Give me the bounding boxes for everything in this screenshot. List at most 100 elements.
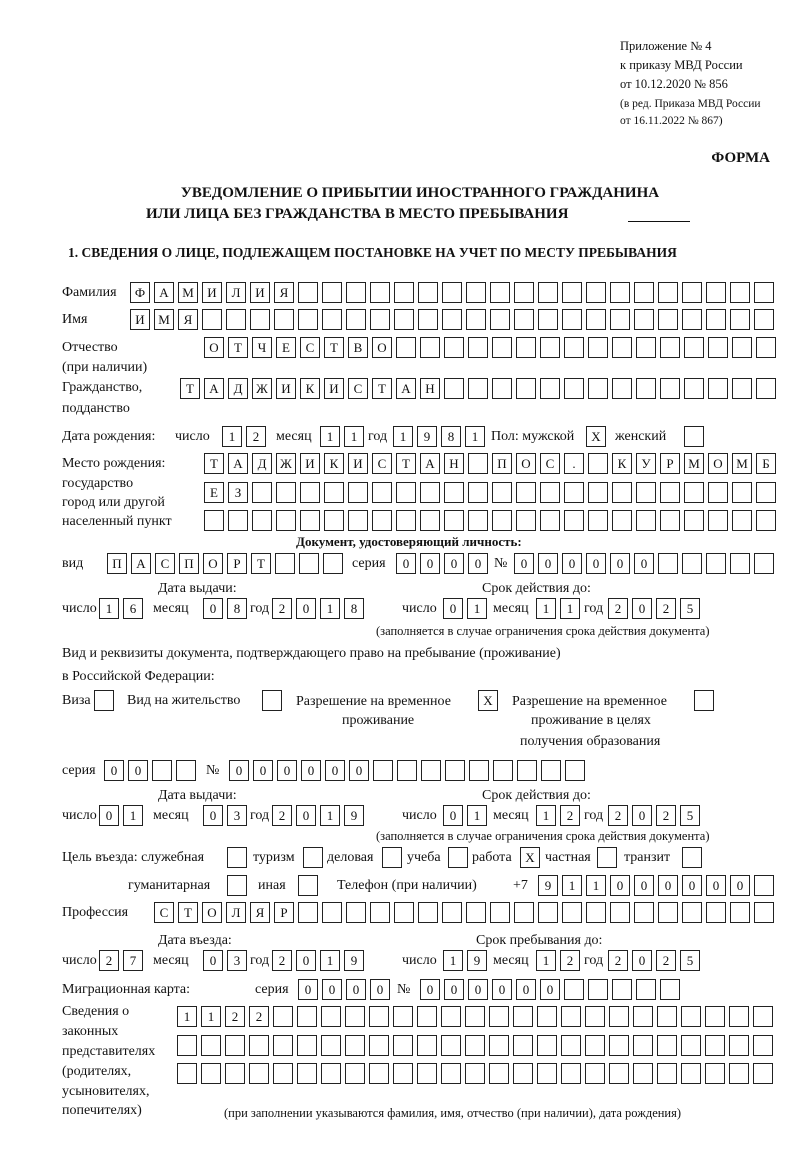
char-cell: 2 xyxy=(560,805,580,826)
purpose-official-checkbox xyxy=(227,847,247,868)
char-cell xyxy=(705,1035,725,1056)
char-cell xyxy=(397,760,417,781)
char-cell xyxy=(633,1063,653,1084)
char-cell: 0 xyxy=(443,598,463,619)
patronymic-label: Отчество xyxy=(62,340,118,355)
char-cell xyxy=(299,553,319,574)
char-cell: 1 xyxy=(536,950,556,971)
char-cell: 0 xyxy=(420,979,440,1000)
char-cell xyxy=(588,378,608,399)
char-cell xyxy=(537,1063,557,1084)
char-cell xyxy=(612,378,632,399)
res-series-label: серия xyxy=(62,763,96,778)
char-cell xyxy=(754,282,774,303)
char-cell: 0 xyxy=(301,760,321,781)
char-cell xyxy=(225,1035,245,1056)
char-cell xyxy=(729,1035,749,1056)
char-cell xyxy=(708,510,728,531)
char-cell: 0 xyxy=(706,875,726,896)
char-cell xyxy=(684,337,704,358)
char-cell xyxy=(252,510,272,531)
char-cell: 1 xyxy=(320,950,340,971)
char-cell: Я xyxy=(274,282,294,303)
char-cell: Ж xyxy=(252,378,272,399)
char-cell xyxy=(369,1006,389,1027)
char-cell: 0 xyxy=(444,553,464,574)
char-cell xyxy=(322,902,342,923)
char-cell: 1 xyxy=(99,598,119,619)
char-cell: Т xyxy=(251,553,271,574)
char-cell xyxy=(564,510,584,531)
char-cell: 1 xyxy=(467,805,487,826)
char-cell: О xyxy=(202,902,222,923)
char-cell xyxy=(321,1035,341,1056)
char-cell: 0 xyxy=(99,805,119,826)
char-cell xyxy=(612,979,632,1000)
char-cell: 2 xyxy=(656,950,676,971)
char-cell xyxy=(490,282,510,303)
char-cell: 1 xyxy=(443,950,463,971)
char-cell: О xyxy=(372,337,392,358)
char-cell xyxy=(634,902,654,923)
birth-date-label: Дата рождения: xyxy=(62,429,156,444)
char-cell: Ч xyxy=(252,337,272,358)
char-cell xyxy=(706,902,726,923)
char-cell: 9 xyxy=(417,426,437,447)
char-cell: Я xyxy=(178,309,198,330)
char-cell: 7 xyxy=(123,950,143,971)
char-cell xyxy=(250,309,270,330)
entry-day-label: число xyxy=(62,953,97,968)
mig-number-label: № xyxy=(397,982,411,997)
char-cell: И xyxy=(348,453,368,474)
res-issue-day-label: число xyxy=(62,808,97,823)
char-cell xyxy=(682,282,702,303)
purpose-work-checkbox: X xyxy=(520,847,540,868)
char-cell xyxy=(588,510,608,531)
char-cell xyxy=(588,337,608,358)
char-cell: 0 xyxy=(730,875,750,896)
char-cell: Я xyxy=(250,902,270,923)
res-valid-year-label: год xyxy=(584,808,604,823)
id-valid-year-label: год xyxy=(584,601,604,616)
patronymic-note: (при наличии) xyxy=(62,360,148,375)
char-cell xyxy=(394,282,414,303)
char-cell xyxy=(321,1006,341,1027)
char-cell: А xyxy=(420,453,440,474)
char-cell xyxy=(610,309,630,330)
char-cell: 0 xyxy=(203,598,223,619)
char-cell xyxy=(660,337,680,358)
char-cell: 1 xyxy=(586,875,606,896)
char-cell: 1 xyxy=(344,426,364,447)
char-cell: З xyxy=(228,482,248,503)
char-cell xyxy=(493,760,513,781)
char-cell: 1 xyxy=(393,426,413,447)
char-cell xyxy=(561,1063,581,1084)
char-cell xyxy=(227,847,247,868)
char-cell: 2 xyxy=(246,426,266,447)
birth-place-label: Место рождения: xyxy=(62,456,166,471)
char-cell xyxy=(732,510,752,531)
char-cell: Т xyxy=(372,378,392,399)
char-cell xyxy=(706,553,726,574)
char-cell: 8 xyxy=(227,598,247,619)
char-cell xyxy=(444,378,464,399)
char-cell: С xyxy=(154,902,174,923)
amendment-line-2: от 16.11.2022 № 867) xyxy=(620,115,723,127)
char-cell xyxy=(684,510,704,531)
char-cell: 0 xyxy=(396,553,416,574)
char-cell xyxy=(561,1035,581,1056)
char-cell xyxy=(609,1006,629,1027)
representatives-note: (при заполнении указываются фамилия, имя… xyxy=(224,1106,682,1120)
char-cell: 0 xyxy=(444,979,464,1000)
char-cell xyxy=(538,282,558,303)
char-cell: О xyxy=(203,553,223,574)
char-cell: 2 xyxy=(272,805,292,826)
char-cell: В xyxy=(348,337,368,358)
char-cell xyxy=(706,282,726,303)
char-cell xyxy=(489,1035,509,1056)
representatives-label-5: усыновителях, xyxy=(62,1084,150,1099)
char-cell xyxy=(708,337,728,358)
